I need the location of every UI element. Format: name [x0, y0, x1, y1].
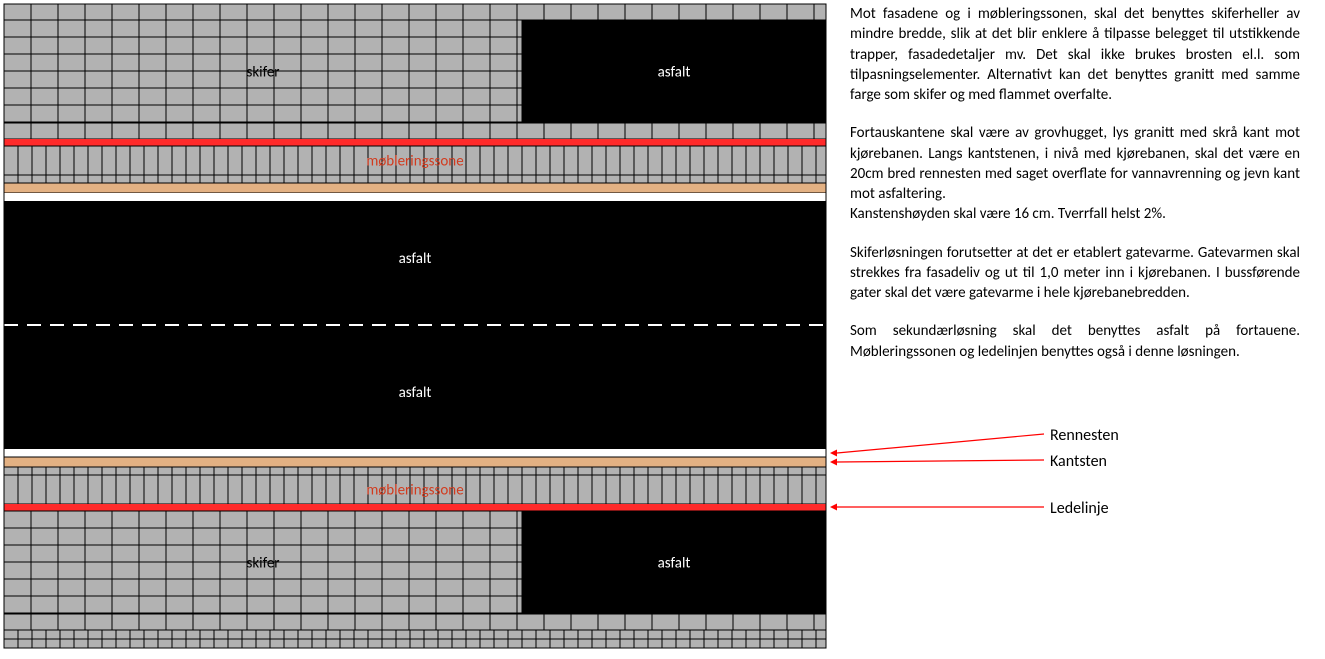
- paragraph-1: Mot fasadene og i møbleringssonen, skal …: [850, 4, 1300, 105]
- callout-ledelinje: Ledelinje: [1050, 499, 1109, 518]
- callout-kantsten: Kantsten: [1050, 452, 1107, 471]
- zone-label-mobleringssone: møbleringssone: [366, 482, 463, 500]
- paragraph-2: Fortauskantene skal være av grovhugget, …: [850, 123, 1300, 224]
- description-column: Mot fasadene og i møbleringssonen, skal …: [850, 4, 1300, 380]
- callout-rennesten: Rennesten: [1050, 426, 1119, 445]
- paragraph-3: Skiferløsningen forutsetter at det er et…: [850, 243, 1300, 304]
- street-section-diagram: skifer asfalt møbleringssone asfalt asfalt mø…: [0, 0, 828, 659]
- zone-label-skifer: skifer: [246, 64, 279, 82]
- zone-label-asfalt: asfalt: [399, 250, 432, 268]
- paragraph-4: Som sekundærløsning skal det benyttes as…: [850, 321, 1300, 362]
- zone-label-asfalt: asfalt: [658, 555, 691, 573]
- zone-label-mobleringssone: møbleringssone: [366, 153, 463, 171]
- zone-label-skifer: skifer: [246, 555, 279, 573]
- zone-label-asfalt: asfalt: [399, 384, 432, 402]
- zone-label-asfalt: asfalt: [658, 64, 691, 82]
